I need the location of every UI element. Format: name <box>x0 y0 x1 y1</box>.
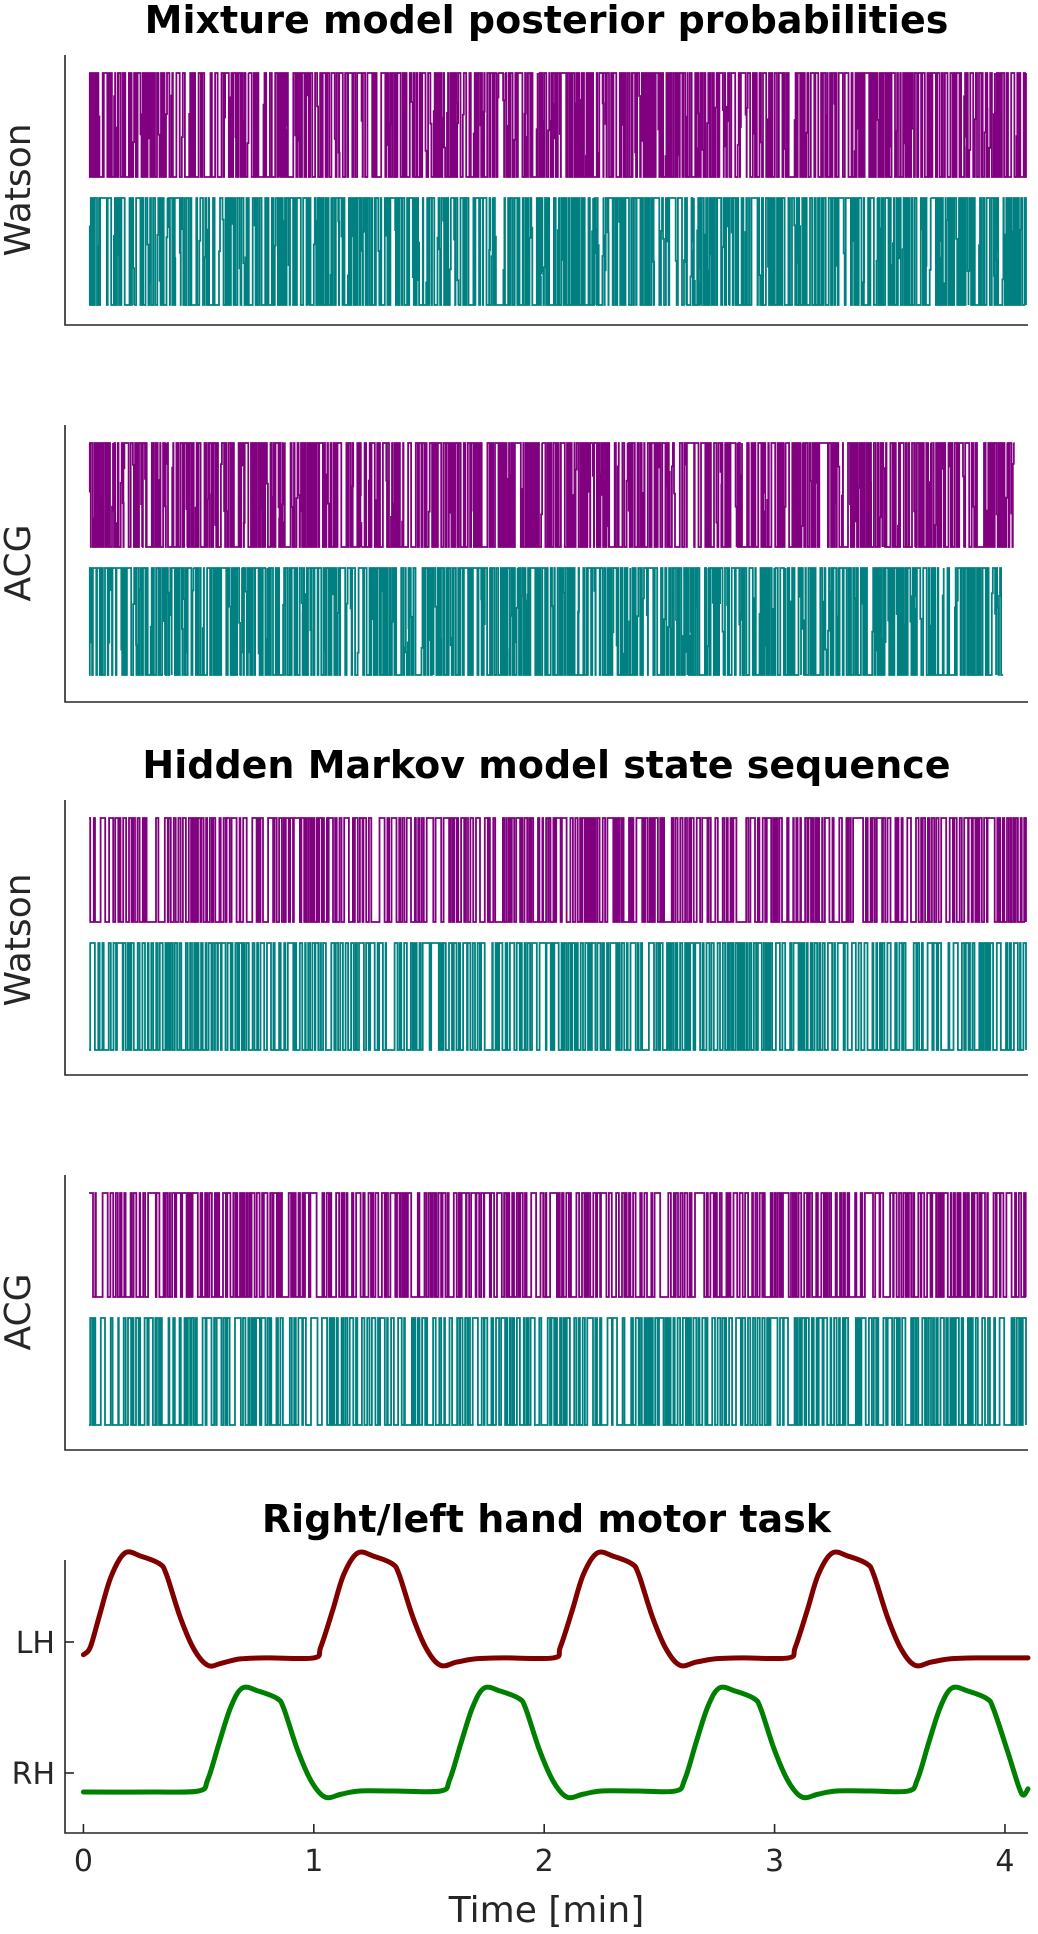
panel-1-axes <box>64 425 1028 703</box>
panel-0-axes <box>64 55 1028 326</box>
panel-0-ylabel: Watson <box>0 123 39 256</box>
panel-4-title: Right/left hand motor task <box>262 1497 832 1541</box>
panel-2-title: Hidden Markov model state sequence <box>142 743 950 787</box>
task-xtick-label-0: 0 <box>74 1844 93 1879</box>
panel-4-axes <box>64 1560 1028 1834</box>
panel-2-series-1-trace <box>89 942 1027 1051</box>
panel-2-axes <box>64 800 1028 1076</box>
panel-1-series-0-trace <box>88 442 1015 548</box>
panel-3-series-1-trace <box>89 1317 1027 1426</box>
task-xtick-label-1: 1 <box>304 1844 323 1879</box>
panel-0-title: Mixture model posterior probabilities <box>145 0 949 42</box>
task-ytick-label-1: RH <box>12 1757 55 1792</box>
task-xlabel: Time [min] <box>448 1890 645 1931</box>
panel-3-series-0-trace <box>89 1192 1027 1298</box>
task-series-lh-line <box>80 1549 1031 1669</box>
task-series-rh-line <box>80 1684 1031 1801</box>
panel-2-series-0-trace <box>89 817 1027 923</box>
panel-0-series-1-trace <box>88 197 1027 306</box>
task-ytick-label-0: LH <box>16 1626 55 1661</box>
panel-1-series-1-trace <box>88 567 1004 676</box>
panel-1-ylabel: ACG <box>0 524 39 601</box>
task-xtick-label-2: 2 <box>535 1844 554 1879</box>
panel-2-ylabel: Watson <box>0 873 39 1006</box>
panel-0-series-0-trace <box>88 72 1027 178</box>
task-xtick-label-3: 3 <box>765 1844 784 1879</box>
panel-3-axes <box>64 1175 1028 1451</box>
panel-3-ylabel: ACG <box>0 1273 39 1350</box>
task-xtick-label-4: 4 <box>995 1844 1014 1879</box>
